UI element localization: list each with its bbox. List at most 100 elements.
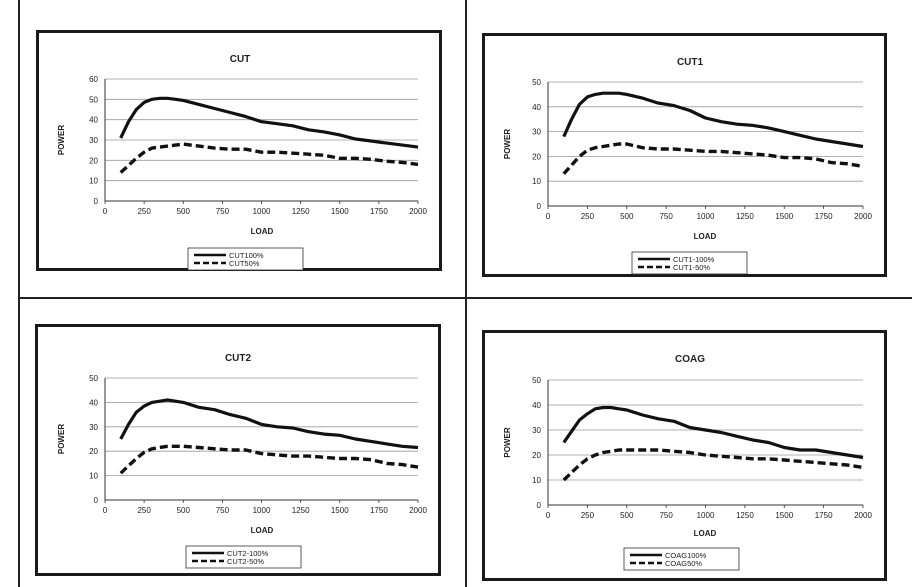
y-tick-label: 10 <box>532 177 541 186</box>
x-tick-label: 0 <box>103 207 108 216</box>
quadrant-divider-vertical <box>465 0 467 587</box>
y-tick-label: 20 <box>532 152 541 161</box>
legend-box <box>631 251 748 275</box>
legend-label: COAG50% <box>665 559 702 568</box>
x-tick-label: 500 <box>177 506 191 515</box>
legend: CUT1-100%CUT1-50% <box>631 251 748 275</box>
chart-title: CUT <box>230 54 251 65</box>
legend-label: CUT1-50% <box>673 263 710 272</box>
x-tick-label: 250 <box>137 506 151 515</box>
quadrant-border-left <box>18 0 20 587</box>
y-tick-label: 40 <box>89 116 98 125</box>
y-tick-label: 40 <box>532 103 541 112</box>
series-line-cut2-100 <box>119 398 419 450</box>
chart-title: CUT1 <box>677 57 704 68</box>
y-axis-label: POWER <box>503 427 512 457</box>
chart-title: CUT2 <box>225 353 252 364</box>
y-axis-label: POWER <box>57 125 66 155</box>
legend: COAG100%COAG50% <box>623 547 740 571</box>
series-line-cut2-50 <box>119 444 419 475</box>
chart-title: COAG <box>675 354 705 365</box>
x-tick-label: 1500 <box>331 207 349 216</box>
y-tick-label: 30 <box>532 128 541 137</box>
x-tick-label: 1750 <box>370 506 388 515</box>
quadrant-divider-horizontal <box>18 297 912 299</box>
y-tick-label: 60 <box>89 75 98 84</box>
y-tick-label: 0 <box>94 496 99 505</box>
x-axis-label: LOAD <box>251 526 274 535</box>
x-axis-label: LOAD <box>251 227 274 236</box>
x-tick-label: 1750 <box>815 212 833 221</box>
x-tick-label: 750 <box>216 506 230 515</box>
x-tick-label: 0 <box>103 506 108 515</box>
x-tick-label: 1000 <box>697 212 715 221</box>
x-tick-label: 750 <box>216 207 230 216</box>
y-tick-label: 50 <box>532 376 541 385</box>
y-tick-label: 0 <box>537 202 542 211</box>
x-tick-label: 2000 <box>409 506 427 515</box>
x-tick-label: 1500 <box>775 511 793 520</box>
y-tick-label: 50 <box>89 95 98 104</box>
x-tick-label: 1750 <box>370 207 388 216</box>
y-tick-label: 10 <box>532 476 541 485</box>
y-tick-label: 10 <box>89 177 98 186</box>
legend: CUT2-100%CUT2-50% <box>185 545 302 569</box>
y-tick-label: 30 <box>89 136 98 145</box>
x-tick-label: 1500 <box>775 212 793 221</box>
x-tick-label: 1750 <box>815 511 833 520</box>
x-tick-label: 1250 <box>292 207 310 216</box>
x-tick-label: 2000 <box>854 212 872 221</box>
series-line-coag50 <box>562 448 864 482</box>
legend-label: CUT2-100% <box>227 549 269 558</box>
y-tick-label: 50 <box>89 374 98 383</box>
x-tick-label: 2000 <box>409 207 427 216</box>
legend-label: CUT100% <box>229 251 264 260</box>
legend-box <box>623 547 740 571</box>
x-tick-label: 1000 <box>697 511 715 520</box>
y-tick-label: 20 <box>89 156 98 165</box>
x-tick-label: 0 <box>546 212 551 221</box>
x-axis-label: LOAD <box>694 232 717 241</box>
x-tick-label: 1250 <box>736 511 754 520</box>
y-tick-label: 10 <box>89 472 98 481</box>
y-tick-label: 40 <box>89 398 98 407</box>
series-line-cut50 <box>119 142 419 174</box>
x-tick-label: 250 <box>581 511 595 520</box>
y-axis-label: POWER <box>503 129 512 159</box>
x-tick-label: 1000 <box>253 207 271 216</box>
y-tick-label: 30 <box>532 426 541 435</box>
legend-label: CUT2-50% <box>227 557 264 566</box>
x-tick-label: 750 <box>659 212 673 221</box>
x-tick-label: 1250 <box>736 212 754 221</box>
series-line-cut100 <box>119 96 419 149</box>
x-tick-label: 500 <box>620 212 634 221</box>
legend: CUT100%CUT50% <box>187 247 304 271</box>
legend-box <box>187 247 304 271</box>
y-tick-label: 40 <box>532 401 541 410</box>
legend-box <box>185 545 302 569</box>
y-tick-label: 30 <box>89 423 98 432</box>
chart-frame-cut1 <box>482 33 887 277</box>
series-line-coag100 <box>562 405 864 460</box>
x-axis-label: LOAD <box>694 529 717 538</box>
x-tick-label: 1250 <box>292 506 310 515</box>
y-tick-label: 0 <box>94 197 99 206</box>
series-line-cut1-100 <box>562 91 864 149</box>
x-tick-label: 2000 <box>854 511 872 520</box>
legend-label: CUT50% <box>229 259 260 268</box>
legend-label: CUT1-100% <box>673 255 715 264</box>
series-line-cut1-50 <box>562 142 864 175</box>
x-tick-label: 500 <box>620 511 634 520</box>
y-axis-label: POWER <box>57 424 66 454</box>
chart-frame-coag <box>482 330 887 581</box>
y-tick-label: 20 <box>532 451 541 460</box>
x-tick-label: 500 <box>177 207 191 216</box>
x-tick-label: 1500 <box>331 506 349 515</box>
x-tick-label: 1000 <box>253 506 271 515</box>
chart-cut: CUT 0 10 20 30 40 50 60 0 250 500 750 1000 1250 1500 17… <box>57 54 427 271</box>
